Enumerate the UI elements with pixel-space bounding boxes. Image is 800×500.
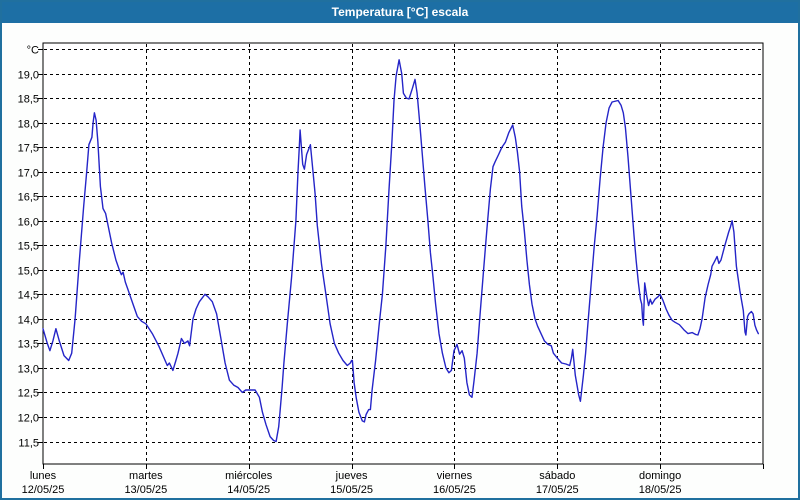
y-tick-label: 11,5	[18, 438, 39, 450]
title-bar: Temperatura [°C] escala	[2, 2, 798, 23]
y-tick-label: 15,0	[18, 266, 39, 278]
y-tick-label: 13,0	[18, 364, 39, 376]
x-axis	[43, 44, 764, 469]
temperature-line	[42, 59, 759, 443]
day-label: viernes	[437, 470, 473, 482]
date-label: 17/05/25	[536, 484, 579, 496]
day-label: miércoles	[225, 470, 273, 482]
y-tick-label: 14,0	[18, 315, 39, 327]
date-label: 14/05/25	[227, 484, 270, 496]
y-tick-label: 18,0	[18, 119, 39, 131]
date-label: 13/05/25	[124, 484, 167, 496]
date-label: 12/05/25	[22, 484, 65, 496]
y-tick-label: 16,5	[18, 192, 39, 204]
date-label: 15/05/25	[330, 484, 373, 496]
y-tick-label: 16,0	[18, 217, 39, 229]
y-tick-label: 13,5	[18, 339, 39, 351]
day-label: martes	[129, 470, 163, 482]
y-tick-label: 14,5	[18, 290, 39, 302]
y-tick-label: 18,5	[18, 94, 39, 106]
y-tick-label: 12,0	[18, 413, 39, 425]
y-tick-label: °C	[27, 45, 39, 57]
day-label: domingo	[639, 470, 681, 482]
day-label: jueves	[335, 470, 368, 482]
day-label: lunes	[30, 470, 57, 482]
x-labels: lunes 12/05/25 martes 13/05/25 miércoles 14/0…	[22, 470, 682, 496]
date-label: 16/05/25	[433, 484, 476, 496]
y-tick-label: 15,5	[18, 241, 39, 253]
y-tick-label: 12,5	[18, 388, 39, 400]
date-label: 18/05/25	[639, 484, 682, 496]
plot-area	[42, 42, 764, 465]
y-axis: °C 19,0 18,5 18,0 17,5 17,0 16,5 16,0 15,5 15,0 14…	[18, 45, 762, 450]
y-tick-label: 17,0	[18, 168, 39, 180]
y-tick-label: 19,0	[18, 70, 39, 82]
day-label: sábado	[539, 470, 575, 482]
window-title: Temperatura [°C] escala	[331, 5, 469, 19]
y-tick-label: 17,5	[18, 143, 39, 155]
